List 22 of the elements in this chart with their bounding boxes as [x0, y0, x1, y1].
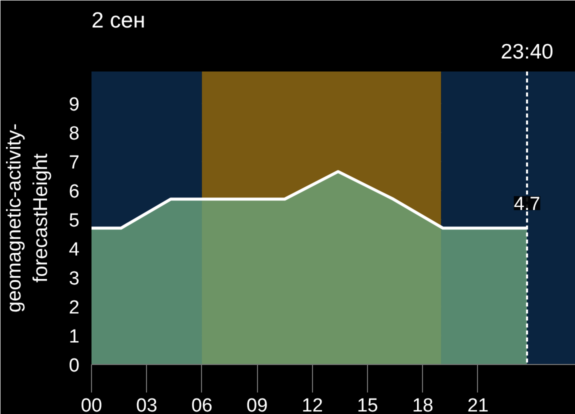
x-tick-label: 15: [356, 396, 378, 414]
y-tick-label: 4: [68, 239, 80, 260]
y-tick-label: 5: [68, 210, 80, 232]
x-tick-label: 12: [302, 396, 323, 414]
x-tick-label: 03: [136, 396, 158, 414]
x-tick-label: 06: [191, 396, 212, 414]
chart-title: 2 сен: [92, 8, 146, 32]
y-tick-label: 9: [68, 94, 80, 116]
x-tick-label: 21: [467, 396, 489, 414]
y-tick-label: 7: [68, 152, 80, 174]
y-tick-label: 6: [68, 181, 80, 202]
y-axis-title: geomagnetic-activity-forecastHeight: [4, 124, 52, 312]
y-tick-label: 8: [68, 123, 80, 144]
y-tick-label: 2: [68, 297, 80, 318]
y-tick-label: 1: [68, 326, 80, 348]
y-tick-label: 3: [68, 268, 80, 290]
annotation: 4.7: [514, 194, 540, 216]
x-tick-label: 09: [246, 396, 268, 414]
x-tick-label: 00: [80, 396, 102, 414]
text: 23:40: [500, 40, 554, 64]
x-tick-label: 18: [412, 396, 434, 414]
y-tick-label: 0: [68, 356, 80, 376]
